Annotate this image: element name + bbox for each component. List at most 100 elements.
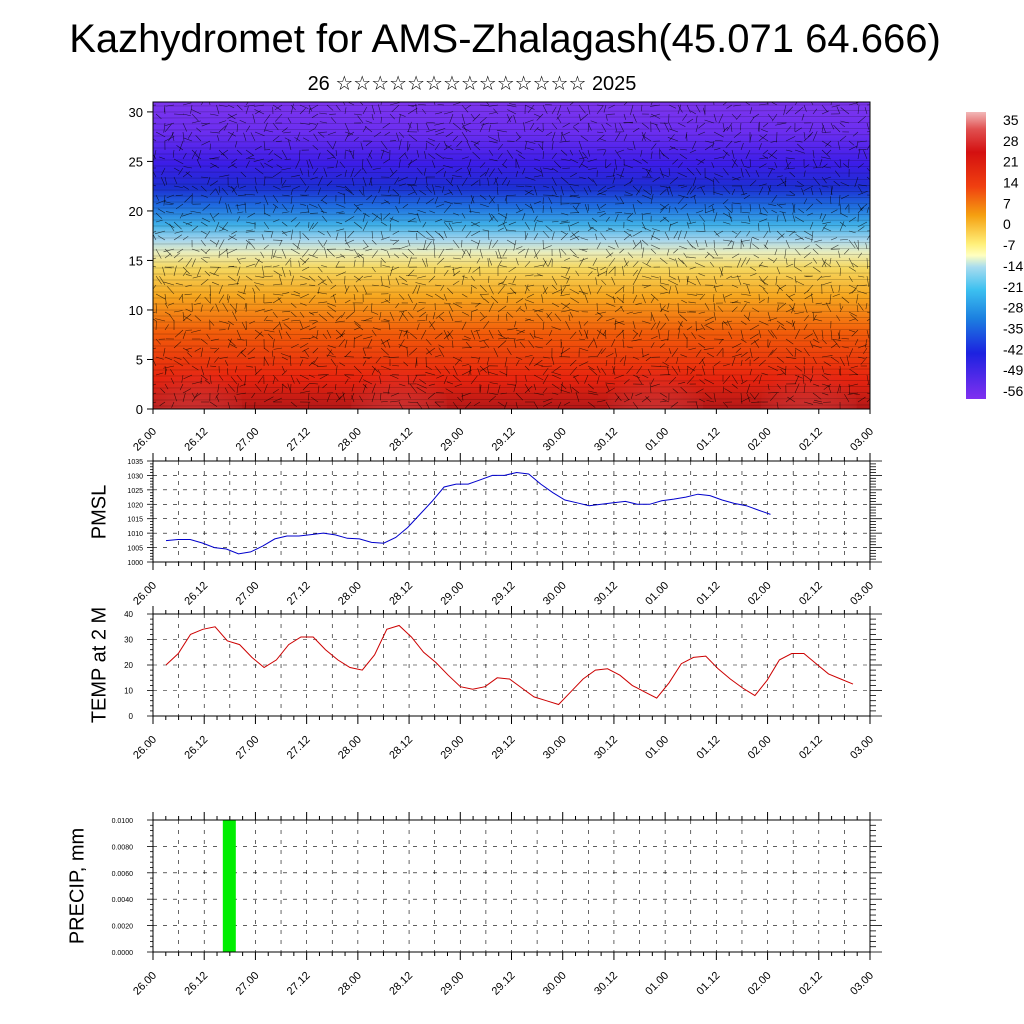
wind-barb — [227, 401, 231, 409]
wind-barb — [856, 284, 868, 287]
wind-barb — [524, 140, 536, 144]
wind-barb — [443, 170, 446, 178]
wind-barb — [163, 248, 175, 253]
wind-barb — [569, 288, 580, 295]
wind-barb — [731, 230, 738, 235]
wind-barb — [596, 365, 601, 374]
wind-barb — [298, 260, 301, 268]
wind-barb — [278, 329, 283, 340]
wind-barb — [214, 221, 220, 232]
wind-barb — [795, 280, 805, 286]
wind-barb — [578, 176, 586, 179]
wind-barb — [226, 368, 229, 376]
wind-barb — [424, 150, 427, 160]
wind-barb — [722, 149, 730, 157]
wind-barb — [196, 266, 202, 277]
wind-barb — [545, 131, 553, 136]
wind-barb — [776, 175, 783, 178]
wind-barb — [200, 365, 205, 376]
wind-barb — [713, 148, 721, 151]
wind-barb — [326, 349, 333, 358]
wind-barb — [840, 182, 850, 187]
wind-barb — [290, 189, 293, 196]
wind-barb — [155, 219, 163, 223]
wind-barb — [636, 185, 643, 196]
wind-barb — [747, 215, 751, 223]
wind-barb — [641, 293, 646, 304]
wind-barb — [254, 202, 261, 205]
wind-barb — [245, 149, 255, 156]
wind-barb — [665, 356, 670, 362]
wind-barb — [575, 203, 580, 210]
wind-barb — [614, 286, 624, 295]
wind-barb — [342, 102, 346, 106]
wind-barb — [290, 311, 297, 318]
wind-barb — [783, 104, 787, 116]
wind-barb — [713, 212, 718, 223]
wind-barb — [821, 374, 829, 381]
wind-barb — [758, 284, 766, 290]
wind-barb — [380, 284, 391, 288]
wind-barb — [524, 221, 530, 230]
wind-barb — [163, 365, 175, 369]
wind-barb — [659, 291, 669, 295]
wind-barb — [427, 392, 436, 399]
wind-barb — [488, 104, 499, 107]
wind-barb — [866, 329, 870, 339]
wind-barb — [846, 355, 850, 367]
wind-barb — [407, 392, 411, 399]
wind-barb — [253, 158, 265, 162]
wind-barb — [641, 167, 652, 172]
wind-barb — [461, 177, 468, 187]
wind-barb — [744, 102, 751, 106]
wind-barb — [713, 230, 720, 237]
wind-barb — [263, 356, 269, 366]
wind-barb — [469, 364, 472, 376]
temp-xtick-label: 27.12 — [285, 734, 313, 762]
wind-barb — [182, 311, 185, 322]
wind-barb — [281, 318, 290, 322]
wind-barb — [605, 317, 615, 322]
wind-barb — [362, 239, 369, 247]
wind-barb — [209, 320, 215, 326]
wind-barb — [216, 395, 220, 403]
wind-barb — [560, 149, 568, 156]
wind-barb — [218, 294, 225, 304]
wind-barb — [487, 258, 490, 268]
wind-barb — [200, 278, 209, 286]
wind-barb — [551, 371, 562, 376]
wind-barb — [335, 260, 340, 268]
wind-barb — [470, 286, 472, 295]
wind-barb — [833, 124, 841, 133]
wind-barb — [407, 183, 418, 187]
wind-barb — [623, 392, 630, 401]
wind-barb — [695, 124, 699, 133]
wind-barb — [603, 149, 607, 156]
wind-barb — [646, 167, 652, 177]
wind-barb — [412, 374, 418, 383]
wind-barb — [680, 203, 688, 210]
wind-barb — [425, 257, 428, 267]
pmsl-xtick-label: 29.00 — [438, 580, 466, 608]
wind-barb — [231, 164, 238, 169]
wind-barb — [623, 113, 626, 120]
wind-barb — [312, 320, 319, 325]
wind-barb — [438, 248, 445, 259]
wind-barb — [153, 383, 157, 386]
wind-barb — [281, 365, 285, 372]
wind-barb — [263, 315, 268, 322]
wind-barb — [620, 305, 625, 313]
wind-barb — [840, 120, 850, 124]
wind-barb — [363, 379, 373, 385]
precip-xtick-label: 27.00 — [234, 970, 262, 998]
wind-barb — [722, 102, 728, 106]
wind-barb — [434, 332, 443, 340]
wind-barb — [240, 352, 247, 358]
wind-barb — [614, 347, 617, 358]
wind-barb — [240, 347, 247, 354]
wind-barb — [344, 374, 351, 379]
wind-barb — [302, 383, 310, 391]
wind-barb — [596, 134, 605, 142]
wind-barb — [542, 356, 550, 359]
wind-barb — [533, 221, 537, 232]
